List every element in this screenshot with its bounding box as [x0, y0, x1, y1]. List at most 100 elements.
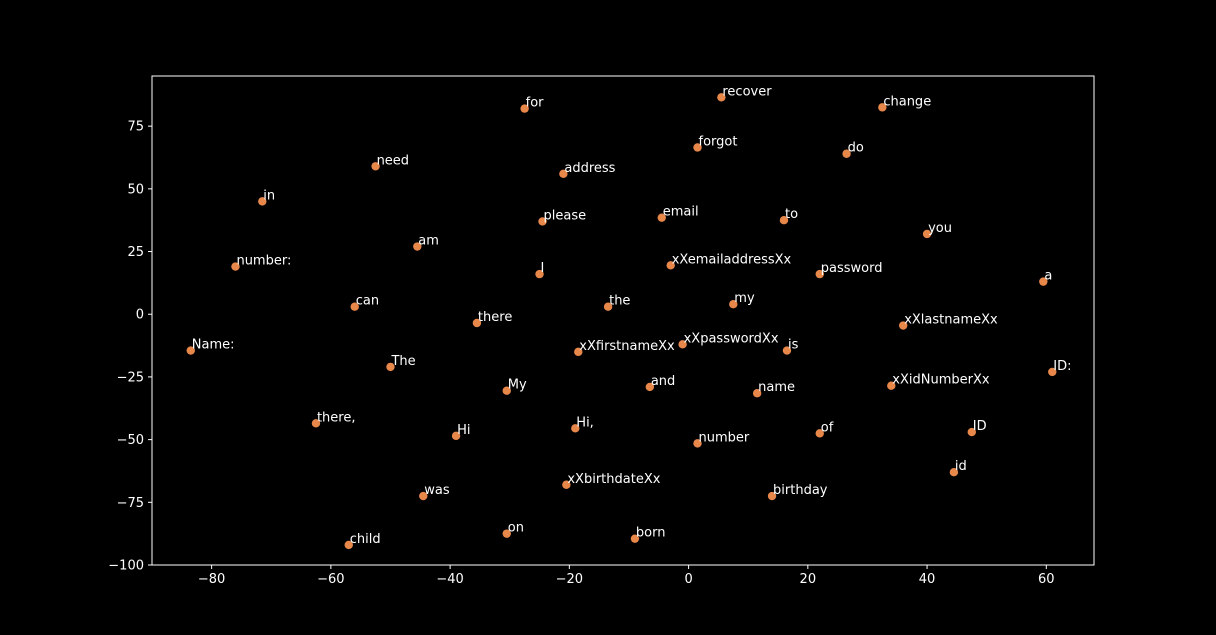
y-axis-ticks: −100 −75 −50 −25 0 25 50 75 [108, 120, 152, 574]
scatter-point [562, 480, 571, 489]
point-label: number: [236, 254, 291, 269]
point-label: born [636, 526, 666, 541]
scatter-point [815, 429, 824, 438]
y-tick-label: 0 [136, 308, 144, 323]
point-label: am [418, 234, 439, 249]
plot-area-frame [151, 75, 1095, 566]
y-tick-label: −25 [117, 370, 144, 385]
point-label: id [955, 459, 967, 474]
scatter-point [666, 261, 675, 270]
point-label: name [758, 380, 795, 395]
scatter-point [559, 169, 568, 178]
point-label: xXlastnameXx [904, 313, 998, 328]
x-axis-ticks: −80 −60 −40 −20 0 20 40 60 [198, 565, 1055, 587]
scatter-point [815, 269, 824, 279]
x-tick-label: −80 [198, 572, 225, 587]
point-label: ID [973, 419, 987, 434]
point-label: need [377, 153, 410, 168]
point-label: do [848, 141, 864, 156]
scatter-point [574, 347, 583, 357]
scatter-point [899, 321, 908, 330]
scatter-point [258, 197, 267, 206]
x-tick-label: 60 [1038, 572, 1055, 587]
scatter-point [887, 381, 896, 390]
scatter-point [878, 103, 887, 112]
scatter-point [350, 302, 359, 311]
x-tick-label: 0 [684, 572, 692, 587]
point-label: Hi, [576, 415, 594, 430]
scatter-point [678, 340, 687, 349]
scatter-point [419, 491, 428, 501]
scatter-point [779, 215, 789, 225]
x-tick-label: 40 [919, 572, 936, 587]
point-label: address [564, 161, 615, 176]
point-label: there, [317, 410, 356, 425]
point-label: xXidNumberXx [892, 373, 990, 388]
scatter-point [231, 262, 240, 271]
point-label: was [424, 483, 450, 498]
scatter-point [535, 269, 544, 279]
scatter-point [386, 362, 395, 372]
point-label: My [508, 378, 527, 393]
point-label: to [785, 207, 798, 222]
point-label: you [928, 221, 952, 236]
scatter-point [571, 424, 580, 433]
point-label: can [356, 294, 379, 309]
scatter-point [502, 386, 511, 395]
scatter-point [186, 346, 195, 355]
point-label: for [526, 96, 545, 111]
point-label: forgot [699, 134, 738, 149]
scatter-point [717, 93, 726, 102]
point-label: recover [722, 84, 772, 99]
scatter-point [1048, 367, 1057, 377]
point-label: change [883, 94, 931, 109]
x-tick-label: −20 [556, 572, 583, 587]
x-tick-label: −60 [317, 572, 344, 587]
point-label: email [663, 205, 699, 220]
scatter-point [645, 382, 655, 392]
scatter-point [451, 431, 461, 441]
point-label: my [734, 291, 755, 306]
scatter-point [603, 302, 613, 311]
y-tick-label: −50 [117, 433, 144, 448]
point-label: Hi [457, 423, 470, 438]
scatter-point [538, 217, 547, 226]
scatter-point [630, 534, 640, 543]
point-label: xXbirthdateXx [567, 472, 660, 487]
point-label: I [541, 261, 545, 276]
data-point-labels: for recover change forgot do need address in ple… [192, 84, 1072, 547]
point-label: please [544, 208, 587, 223]
point-label: on [508, 521, 524, 536]
scatter-point [842, 149, 851, 158]
scatter-point [922, 229, 932, 239]
point-label: a [1044, 269, 1052, 284]
point-label: xXpasswordXx [684, 331, 779, 346]
scatter-point [767, 491, 777, 501]
scatter-point [949, 468, 959, 477]
point-label: ID: [1053, 359, 1071, 374]
point-label: is [788, 338, 799, 353]
scatter-point [413, 242, 422, 251]
point-label: birthday [773, 483, 828, 498]
y-tick-label: 25 [127, 245, 144, 260]
y-tick-label: 50 [127, 182, 144, 197]
scatter-point [693, 439, 702, 448]
scatter-point [344, 540, 353, 550]
scatter-point [371, 162, 380, 171]
point-label: password [821, 261, 883, 276]
point-label: in [263, 188, 275, 203]
point-label: the [609, 294, 630, 309]
point-label: and [651, 374, 675, 389]
x-tick-label: −40 [436, 572, 463, 587]
point-label: number [699, 430, 750, 445]
point-label: there [478, 310, 512, 325]
scatter-point [752, 389, 762, 398]
y-tick-label: 75 [127, 120, 144, 135]
scatter-point [311, 419, 321, 428]
scatter-point [1039, 277, 1048, 286]
scatter-point [782, 346, 792, 355]
data-points [186, 93, 1057, 550]
point-label: xXfirstnameXx [579, 339, 675, 354]
